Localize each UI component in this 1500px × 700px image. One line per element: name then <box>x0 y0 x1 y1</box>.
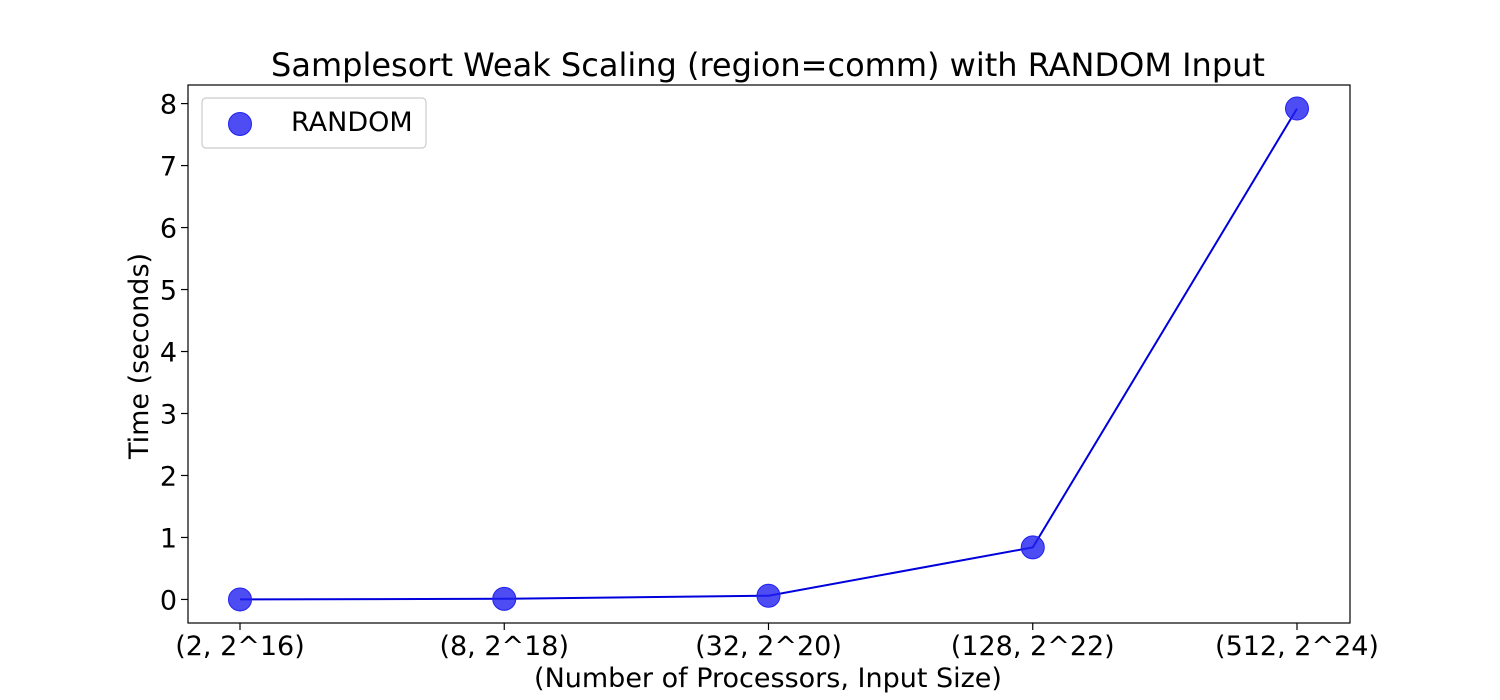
y-tick-label: 6 <box>160 214 177 245</box>
y-tick-label: 0 <box>160 585 177 616</box>
y-tick-label: 8 <box>160 90 177 121</box>
series-points <box>228 96 1309 612</box>
series-line-random <box>239 108 1298 601</box>
data-point <box>1020 535 1045 560</box>
y-tick-label: 3 <box>160 400 177 431</box>
data-point <box>228 587 252 612</box>
data-point <box>492 586 517 611</box>
legend: RANDOM <box>201 97 427 149</box>
x-axis: (2, 2^16) (8, 2^18) (32, 2^20) (128, 2^22) (… <box>175 623 1379 662</box>
legend-label-random: RANDOM <box>291 107 413 138</box>
y-tick-label: 2 <box>160 461 177 492</box>
x-axis-label: (Number of Processors, Input Size) <box>534 663 1002 694</box>
y-axis-label: Time (seconds) <box>124 253 155 460</box>
data-point <box>756 583 781 608</box>
legend-marker <box>228 112 252 136</box>
legend-box <box>201 97 427 149</box>
y-axis: 0 1 2 3 4 5 6 7 8 <box>160 90 188 616</box>
plot-area <box>187 84 1351 624</box>
data-point <box>1285 96 1309 121</box>
x-tick-label: (8, 2^18) <box>439 631 569 662</box>
y-tick-label: 7 <box>160 152 177 183</box>
y-tick-label: 1 <box>160 523 177 554</box>
y-tick-label: 4 <box>160 338 177 369</box>
y-tick-label: 5 <box>160 276 177 307</box>
x-tick-label: (512, 2^24) <box>1215 631 1379 662</box>
x-tick-label: (128, 2^22) <box>951 631 1115 662</box>
chart-title: Samplesort Weak Scaling (region=comm) wi… <box>271 46 1265 84</box>
x-tick-label: (2, 2^16) <box>175 631 305 662</box>
x-tick-label: (32, 2^20) <box>695 631 842 662</box>
